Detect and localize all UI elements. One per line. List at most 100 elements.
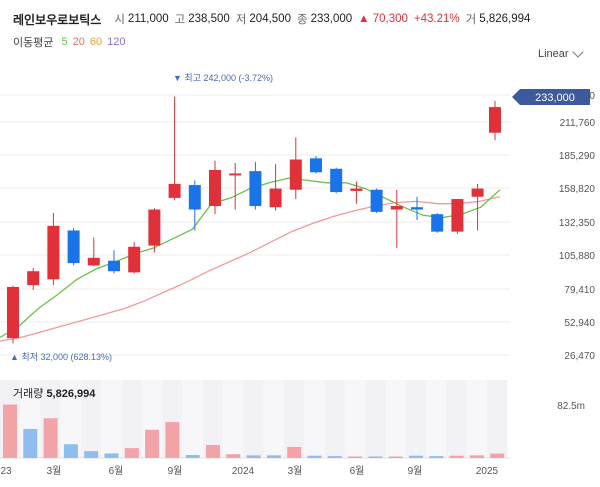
volume-bar (287, 446, 302, 458)
x-tick-label: 2024 (232, 466, 255, 477)
scale-selector-value: Linear (538, 48, 569, 60)
candle-body (229, 173, 242, 176)
candle-up (269, 164, 282, 211)
y-tick-label: 132,350 (559, 218, 596, 229)
candle-up (87, 237, 100, 267)
candle-body (27, 271, 40, 286)
ma-60[interactable]: 60 (89, 36, 103, 48)
candle-body (148, 209, 161, 246)
candle-up (350, 181, 363, 204)
volume-column-band (385, 380, 406, 458)
volume-bar (449, 455, 464, 458)
scale-selector[interactable]: Linear (538, 46, 584, 60)
candle-body (370, 189, 383, 212)
candle-body (489, 107, 501, 133)
volume-bar (307, 455, 322, 458)
volume-title-label: 거래량 (13, 388, 44, 400)
volume-bar (145, 429, 160, 458)
candle-down (188, 180, 201, 231)
y-tick-label: 26,470 (564, 351, 595, 362)
ma-120[interactable]: 120 (107, 36, 126, 48)
close-label: 종 (296, 14, 308, 26)
candle-body (188, 185, 201, 210)
candle-down (249, 161, 262, 210)
x-tick-label: 9월 (168, 465, 183, 477)
x-tick-label: 2025 (476, 466, 499, 477)
candle-body (209, 169, 221, 207)
x-tick-label: 3월 (47, 465, 62, 477)
volume-column-band (466, 380, 488, 458)
volume-bar (388, 456, 403, 458)
candle-up (168, 96, 181, 201)
volume-bar (409, 455, 423, 458)
ma-20[interactable]: 20 (72, 36, 85, 48)
volume-title: 거래량 5,826,994 (13, 385, 95, 401)
volume-bar (469, 455, 484, 458)
high-label: 고 (174, 14, 186, 26)
volume-column-band (365, 380, 386, 458)
candle-body (289, 159, 302, 190)
volume-column-band (487, 380, 508, 458)
volume-bar (226, 454, 241, 458)
candle-body (87, 257, 100, 266)
volume-bar (246, 455, 261, 458)
stock-header: 레인보우로보틱스 시 211,000 고 238,500 저 204,500 종… (13, 8, 536, 30)
candle-body (249, 171, 262, 207)
candle-body (47, 225, 60, 280)
volume-bar (368, 456, 383, 458)
volume-column-band (182, 380, 203, 458)
candle-up (451, 199, 464, 234)
change-percent: +43.21% (413, 13, 460, 25)
candle-up (27, 267, 40, 290)
candle-body (411, 207, 423, 210)
candle-down (67, 228, 80, 266)
volume-column-band (304, 380, 325, 458)
candle-body (67, 230, 80, 264)
candle-up (229, 162, 242, 210)
candle-up (390, 189, 403, 248)
candle-body (350, 188, 363, 191)
volume-column-band (243, 380, 264, 458)
volume-bar (84, 451, 99, 458)
candle-body (128, 246, 141, 273)
stock-name[interactable]: 레인보우로보틱스 (13, 12, 102, 27)
candle-up (47, 213, 60, 286)
volume-bar (104, 453, 119, 458)
candle-body (390, 206, 403, 210)
last-price-tag-bg (512, 89, 590, 105)
open-label: 시 (114, 14, 125, 26)
min-price-marker: ▲ 최저 32,000 (628.13%) (10, 352, 112, 362)
last-price-tag: 233,000 (512, 89, 590, 105)
volume-value: 5,826,994 (479, 13, 531, 25)
volume-column-band (202, 380, 224, 458)
candle-up (289, 137, 302, 200)
low-label: 저 (235, 14, 247, 26)
x-tick-label: 6월 (350, 465, 365, 477)
ma-5[interactable]: 5 (61, 36, 68, 48)
last-price-label: 233,000 (535, 92, 575, 104)
x-tick-label: 9월 (408, 465, 423, 477)
candle-body (310, 158, 322, 173)
volume-column-band (324, 380, 345, 458)
high-value: 238,500 (188, 13, 230, 25)
low-value: 204,500 (249, 13, 291, 25)
volume-bar (124, 448, 139, 458)
candle-body (108, 260, 120, 272)
candle-body (7, 286, 19, 339)
volume-axis-label: 82.5m (557, 401, 585, 412)
volume-bar (23, 428, 38, 458)
candle-up (7, 285, 19, 344)
x-tick-label: 23 (0, 466, 12, 477)
candle-up (148, 208, 161, 253)
moving-average-legend[interactable]: 이동평균 5 20 60 120 (13, 34, 125, 50)
volume-column-band (405, 380, 427, 458)
volume-column-band (284, 380, 305, 458)
max-price-marker: ▼ 최고 242,000 (-3.72%) (173, 73, 273, 83)
candle-up (489, 100, 501, 141)
candle-up (128, 242, 141, 274)
candle-down (108, 250, 120, 274)
volume-bar (185, 454, 200, 458)
volume-column-band (263, 380, 285, 458)
volume-column-band (446, 380, 467, 458)
